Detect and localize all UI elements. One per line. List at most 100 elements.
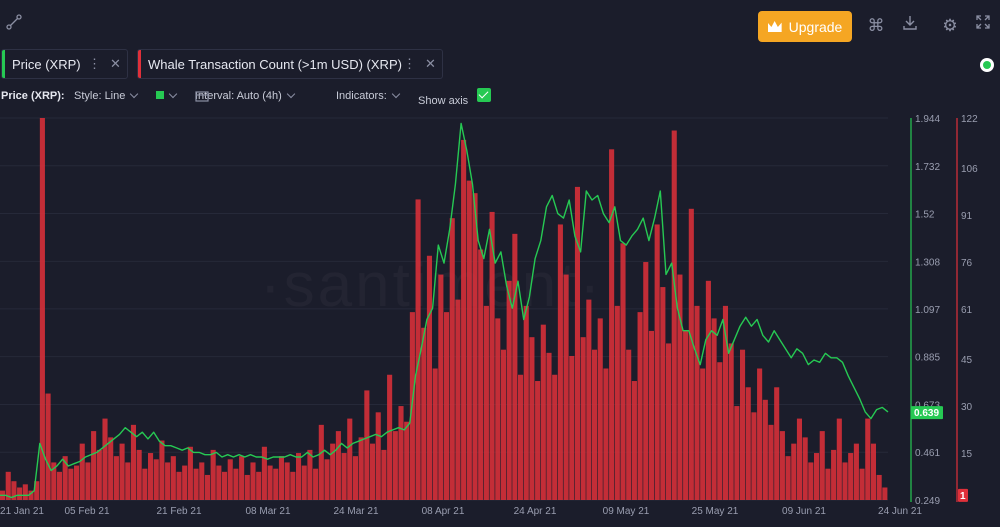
whale-bar [711,318,717,500]
whale-bar [751,412,757,500]
interval-label: Interval: Auto (4h) [195,90,282,102]
whale-bar [301,465,307,500]
whale-bar [455,299,461,500]
x-axis-tick: 25 May 21 [692,506,739,517]
whale-bar [415,199,421,500]
whale-bar [330,443,336,500]
whale-bar [870,443,877,500]
whale-bar [22,484,28,500]
more-options-icon[interactable]: ⋮ [88,56,101,71]
color-picker[interactable] [156,89,178,102]
whale-bar [398,406,404,500]
whale-bar [654,224,660,500]
whale-bar [250,462,256,500]
show-axis-toggle[interactable]: Show axis [418,88,492,107]
whale-bar [176,471,182,500]
style-label: Style: Line [74,90,126,102]
whale-color-bar [138,50,141,78]
whale-bar [546,352,552,500]
upgrade-button[interactable]: Upgrade [758,11,852,42]
whale-bar [774,387,780,500]
whale-bar [580,337,586,500]
x-axis-tick: 05 Feb 21 [64,506,109,517]
upgrade-label: Upgrade [788,18,843,35]
whale-bar [466,180,472,500]
whale-bar [28,490,34,500]
whale-bar [273,468,279,500]
whale-bar [535,381,541,500]
price-axis-tick: 1.732 [915,162,940,173]
whale-bar [836,418,842,500]
price-color-bar [2,50,5,78]
whale-bar [853,443,859,500]
close-icon[interactable]: ✕ [425,56,436,71]
whale-bar [637,312,643,500]
whale-bar [34,481,40,500]
whale-bar [313,468,319,500]
whale-bar [768,424,774,500]
whale-bar [375,412,381,500]
x-axis-tick: 09 Jun 21 [782,506,826,517]
whale-bar [722,305,729,500]
whale-bar [404,421,410,500]
x-axis-tick: 09 May 21 [603,506,650,517]
price-axis-tick: 0.249 [915,496,940,507]
whale-bar [563,274,569,500]
whale-bar [108,437,114,500]
x-axis-tick: 24 Apr 21 [514,506,557,517]
whale-bar [831,449,837,500]
whale-bar [381,449,387,500]
whale-bar [461,139,467,501]
price-axis-tick: 0.885 [915,353,940,364]
x-axis-tick: 08 Apr 21 [422,506,465,517]
whale-bar [592,349,598,500]
whale-bar [335,431,341,500]
close-icon[interactable]: ✕ [110,56,121,71]
whale-bar [45,393,51,500]
whale-bar [882,487,888,500]
whale-bar [142,468,148,500]
whale-bar [91,431,97,500]
metric-tab-price[interactable]: Price (XRP) ⋮ ✕ [1,49,128,79]
whale-bar [216,465,222,500]
interval-dropdown[interactable]: Interval: Auto (4h) [195,89,296,102]
calendar-icon [195,91,209,102]
metric-tab-whale[interactable]: Whale Transaction Count (>1m USD) (XRP) … [137,49,443,79]
whale-bar [512,233,518,500]
fullscreen-icon[interactable] [975,14,999,38]
whale-bar [842,462,848,500]
whale-bar [290,471,296,500]
whale-bar [762,399,768,500]
whale-bar [483,305,489,500]
command-icon[interactable]: ⌘ [867,16,885,35]
whale-bar [187,446,193,500]
whale-axis-tick: 30 [961,402,973,413]
whale-bar [660,287,666,500]
current-whale-label: 1 [960,491,966,502]
whale-bar [626,349,632,500]
x-axis-tick: 08 Mar 21 [245,506,290,517]
whale-bar [5,471,11,500]
whale-bar [261,446,267,500]
whale-bar [791,443,797,500]
checkbox-checked-icon[interactable] [477,88,492,102]
whale-bar [62,456,68,500]
whale-bar [68,468,74,500]
whale-axis-tick: 61 [961,305,973,316]
whale-bar [392,431,398,500]
whale-bar [222,471,228,500]
indicators-dropdown[interactable]: Indicators: [336,89,400,102]
more-options-icon[interactable]: ⋮ [403,56,416,71]
whale-bar [227,459,233,500]
price-axis-tick: 1.944 [915,114,940,125]
download-icon[interactable] [901,14,925,38]
share-icon[interactable] [5,13,29,37]
whale-bar [814,453,820,500]
whale-bar [136,449,142,500]
style-dropdown[interactable]: Style: Line [74,89,139,102]
whale-bar [267,465,273,500]
settings-icon[interactable]: ⚙ [942,16,958,35]
whale-bar [478,249,484,500]
whale-bar [193,468,199,500]
